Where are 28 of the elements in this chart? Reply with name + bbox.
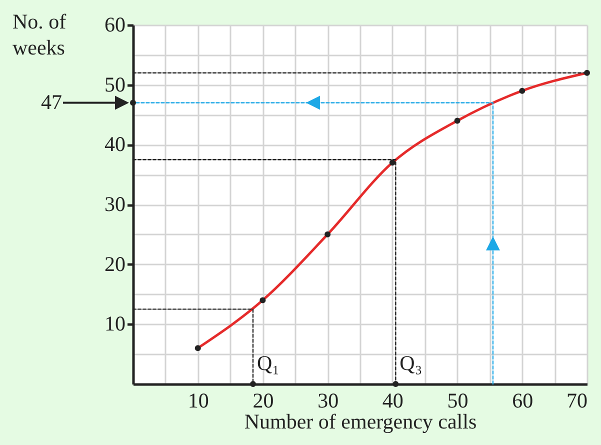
point (250, 381, 256, 387)
y-tick-label: 20 (104, 252, 126, 276)
point (194, 345, 201, 352)
y-tick-label: 50 (104, 72, 126, 96)
x-tick-label: 70 (566, 388, 588, 412)
point (389, 160, 396, 166)
x-tick-label: 40 (382, 388, 404, 412)
annotation: Q₃ (400, 351, 422, 375)
text: 47 (41, 90, 62, 114)
y-axis-title: No. of weeks (12, 10, 66, 60)
y-tick-label: 60 (104, 12, 126, 36)
point (519, 88, 526, 94)
x-tick-label: 50 (447, 388, 468, 412)
point (392, 381, 399, 387)
point (260, 297, 266, 304)
y-tick-label: 10 (104, 312, 126, 336)
x-tick-label: 20 (252, 388, 274, 412)
point (454, 118, 460, 124)
point (584, 70, 590, 76)
annotation: Q₁ (256, 351, 280, 375)
x-tick-label: 60 (512, 388, 534, 412)
y-tick-label: 30 (104, 192, 126, 216)
y-tick-label: 40 (104, 132, 126, 156)
point (324, 231, 331, 238)
point (130, 100, 136, 106)
x-tick-label: 10 (188, 388, 209, 412)
x-tick-label: 30 (318, 388, 339, 412)
x-axis-title: Number of emergency calls (244, 410, 477, 434)
